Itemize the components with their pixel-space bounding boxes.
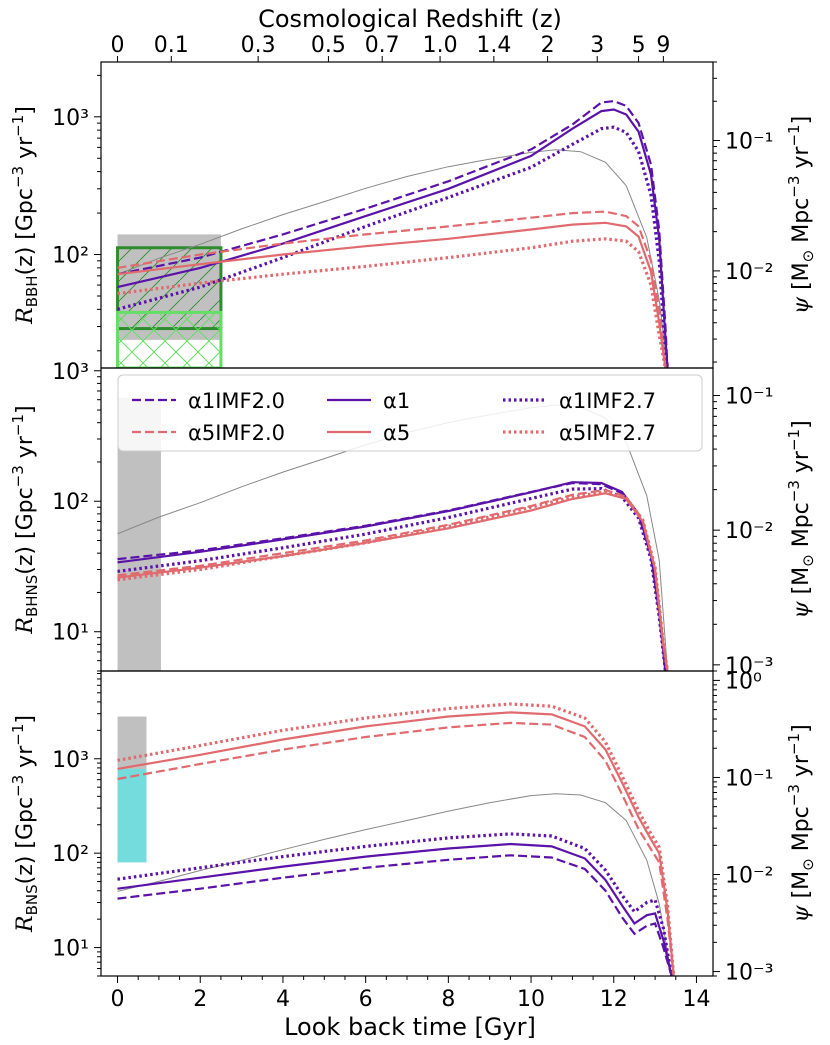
legend-label: α1IMF2.0 <box>188 389 285 413</box>
series-line <box>117 721 675 976</box>
sfr-curve <box>117 793 673 976</box>
right-tick-label: 10⁻¹ <box>725 384 773 409</box>
right-tick-label: 10⁻¹ <box>725 766 773 791</box>
top-tick-label: 0.5 <box>311 33 346 58</box>
series-line <box>117 210 667 368</box>
x-tick-label: 6 <box>359 987 373 1012</box>
right-tick-label: 10⁻² <box>725 864 773 889</box>
legend: α1IMF2.0 α5IMF2.0 α1 α5 α1IMF2.7 α5IMF2.7 <box>117 374 703 452</box>
y-axis-label: RBBH(z) [Gpc−3 yr−1] <box>9 106 41 325</box>
series-line <box>117 842 673 976</box>
series-line <box>117 488 669 671</box>
observed-rate-box <box>116 310 223 368</box>
series-line <box>117 490 670 671</box>
legend-label: α1 <box>383 389 410 413</box>
right-tick-label: 10⁻³ <box>725 654 773 679</box>
x-tick-label: 10 <box>517 987 545 1012</box>
y-tick-label: 10² <box>52 490 89 515</box>
x-tick-label: 4 <box>276 987 290 1012</box>
right-axis-label: ψ [M⊙ Mpc−3 yr−1] <box>785 724 817 922</box>
series-line <box>117 854 673 976</box>
series-line <box>117 221 667 368</box>
right-tick-label: 10⁻¹ <box>725 130 773 155</box>
legend-label: α5 <box>383 421 410 445</box>
x-axis-ticks: 0 2 4 6 8 10 12 14 <box>111 976 710 1012</box>
top-tick-label: 0.7 <box>365 33 400 58</box>
y-tick-label: 10¹ <box>52 937 89 962</box>
y-tick-label: 10² <box>52 842 89 867</box>
observed-rate-box <box>117 768 147 863</box>
legend-box <box>117 374 703 452</box>
right-tick-label: 10⁻³ <box>725 961 773 986</box>
top-tick-label: 0 <box>111 33 125 58</box>
sfr-curve <box>117 149 668 368</box>
series-line <box>117 125 670 368</box>
series-line <box>117 108 669 368</box>
top-tick-label: 1.4 <box>476 33 511 58</box>
top-axis-title: Cosmological Redshift (z) <box>258 5 562 33</box>
top-tick-label: 3 <box>590 33 604 58</box>
y-tick-label: 10² <box>52 244 89 269</box>
x-tick-label: 0 <box>111 987 125 1012</box>
legend-label: α5IMF2.7 <box>559 421 656 445</box>
top-tick-label: 0.3 <box>241 33 276 58</box>
x-axis-title: Look back time [Gyr] <box>284 1013 536 1041</box>
right-axis-label: ψ [M⊙ Mpc−3 yr−1] <box>785 420 817 618</box>
panel-bhns: 10¹ 10² 10³ 10⁻³ 10⁻² 10⁻¹ RBHNS(z) [Gpc−3 yr−… <box>9 360 817 679</box>
right-axis-label: ψ [M⊙ Mpc−3 yr−1] <box>785 116 817 314</box>
top-tick-label: 2 <box>541 33 555 58</box>
series-line <box>117 481 667 671</box>
right-tick-label: 10⁻² <box>725 519 773 544</box>
series-line <box>117 481 667 671</box>
x-tick-label: 2 <box>193 987 207 1012</box>
legend-label: α5IMF2.0 <box>188 421 285 445</box>
top-axis-ticks: 0 0.1 0.3 0.5 0.7 1.0 1.4 2 3 5 9 <box>111 33 670 62</box>
series-line <box>117 237 667 368</box>
series-line <box>117 486 667 671</box>
top-tick-label: 9 <box>656 33 670 58</box>
y-tick-label: 10³ <box>52 748 89 773</box>
y-tick-label: 10³ <box>52 106 89 131</box>
panel-bns: 10¹ 10² 10³ 10⁻³ 10⁻² 10⁻¹ 10⁰ RBNS(z) [Gpc−3 y… <box>9 669 817 985</box>
panels: 10² 10³ 10⁻² 10⁻¹ RBBH(z) [Gpc−3 yr−1] ψ [M⊙ … <box>9 61 817 1012</box>
series-line <box>117 832 674 976</box>
x-tick-label: 12 <box>600 987 628 1012</box>
panel-bbh: 10² 10³ 10⁻² 10⁻¹ RBBH(z) [Gpc−3 yr−1] ψ [M⊙ … <box>9 61 817 369</box>
top-tick-label: 0.1 <box>154 33 189 58</box>
plot-area <box>116 99 670 368</box>
x-tick-label: 14 <box>682 987 710 1012</box>
series-line <box>117 702 676 976</box>
y-axis-label: RBHNS(z) [Gpc−3 yr−1] <box>9 405 41 634</box>
top-tick-label: 1.0 <box>423 33 458 58</box>
series-line <box>117 711 675 976</box>
right-tick-label: 10⁰ <box>725 669 762 694</box>
series-line <box>117 99 669 368</box>
legend-label: α1IMF2.7 <box>559 389 656 413</box>
plot-area <box>117 702 676 976</box>
x-tick-label: 8 <box>441 987 455 1012</box>
right-tick-label: 10⁻² <box>725 260 773 285</box>
y-tick-label: 10¹ <box>52 621 89 646</box>
top-tick-label: 5 <box>632 33 646 58</box>
y-axis-label: RBNS(z) [Gpc−3 yr−1] <box>9 715 41 933</box>
y-tick-label: 10³ <box>52 360 89 385</box>
panel-frame <box>100 670 714 977</box>
